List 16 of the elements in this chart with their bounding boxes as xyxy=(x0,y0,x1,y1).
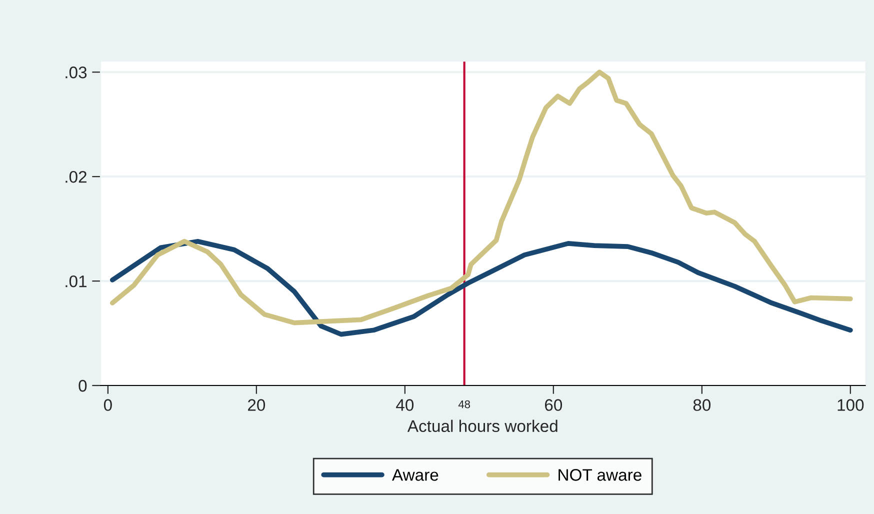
x-tick-label: 80 xyxy=(693,399,711,411)
line-series xyxy=(110,70,853,326)
line-series xyxy=(110,238,853,337)
y-tick-label: .03 xyxy=(66,66,87,78)
x-tick-label: 0 xyxy=(104,399,112,411)
x-tick-label: 40 xyxy=(396,399,414,411)
legend-label: Aware xyxy=(392,469,438,481)
legend-label: NOT aware xyxy=(558,469,642,481)
x-tick-label: 60 xyxy=(545,399,562,411)
y-tick-label: 0 xyxy=(78,380,87,392)
x-tick-label: 20 xyxy=(248,399,266,411)
y-tick-label: .02 xyxy=(66,170,86,183)
ref-line-label: 48 xyxy=(458,400,470,408)
x-axis-title: Actual hours worked xyxy=(407,420,558,432)
x-tick-label: 100 xyxy=(838,399,864,411)
y-tick-label: .01 xyxy=(66,275,87,288)
